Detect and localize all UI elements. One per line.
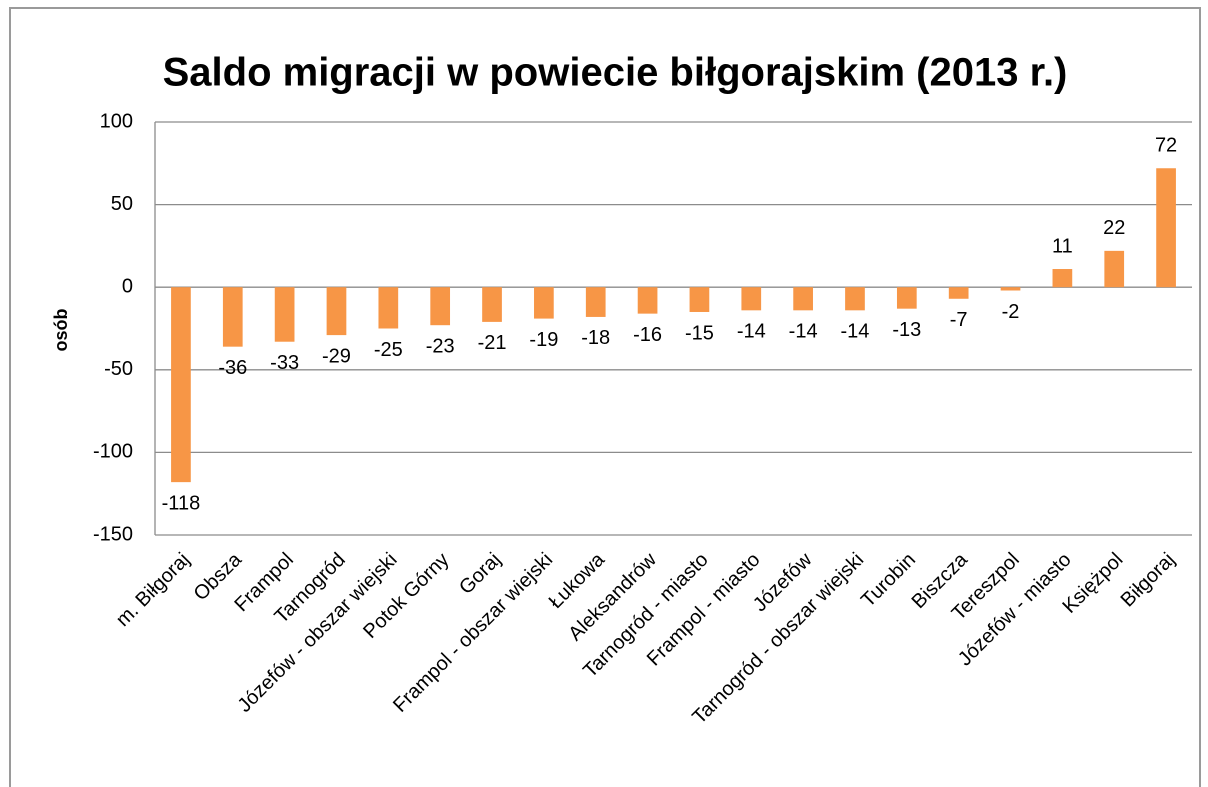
bar: [171, 287, 191, 483]
data-label: -15: [685, 322, 714, 344]
x-tick-label: m. Biłgoraj: [112, 549, 194, 631]
data-label: -14: [841, 321, 870, 343]
data-label: -13: [892, 319, 921, 341]
y-tick-label: 0: [122, 275, 133, 297]
bar: [896, 287, 917, 309]
data-label: -19: [529, 329, 558, 351]
data-label: -21: [478, 332, 507, 354]
bar: [689, 287, 710, 312]
x-tick-label: Turobin: [857, 549, 920, 612]
bar: [637, 287, 658, 314]
data-label: -25: [374, 339, 403, 361]
bar: [585, 287, 606, 317]
data-label: -36: [218, 357, 247, 379]
data-label: -33: [270, 352, 299, 374]
bar: [274, 287, 295, 342]
data-label: -14: [737, 321, 766, 343]
y-tick-label: 100: [100, 110, 133, 132]
bar: [845, 287, 865, 311]
y-tick-label: -50: [104, 358, 133, 380]
data-label: -29: [322, 345, 351, 367]
y-tick-label: 50: [111, 193, 133, 215]
data-label: -7: [950, 309, 968, 331]
data-label: 11: [1052, 235, 1073, 257]
bar: [1156, 168, 1176, 288]
bar: [948, 287, 969, 299]
bar: [482, 287, 502, 322]
bar: [222, 287, 243, 347]
data-label: 72: [1155, 135, 1177, 157]
bar: [793, 287, 813, 311]
bar: [378, 287, 399, 329]
bar: [741, 287, 762, 311]
data-label: -23: [426, 335, 455, 357]
y-tick-label: -100: [93, 441, 133, 463]
data-label: -14: [789, 321, 818, 343]
chart-border: [9, 7, 1201, 787]
data-label: -18: [581, 327, 610, 349]
data-label: 22: [1103, 217, 1125, 239]
bar: [1000, 287, 1021, 291]
data-label: -118: [162, 492, 201, 514]
bar: [534, 287, 554, 319]
bar: [1052, 269, 1073, 288]
bar: [326, 287, 347, 336]
bar: [1104, 250, 1125, 288]
data-label: -2: [1002, 301, 1020, 323]
data-label: -16: [633, 324, 662, 346]
y-axis-label: osób: [51, 308, 71, 351]
x-tick-label: Biłgoraj: [1117, 549, 1180, 612]
chart-title: Saldo migracji w powiecie biłgorajskim (…: [163, 51, 1068, 95]
y-tick-label: -150: [93, 523, 133, 545]
bar: [430, 287, 451, 326]
